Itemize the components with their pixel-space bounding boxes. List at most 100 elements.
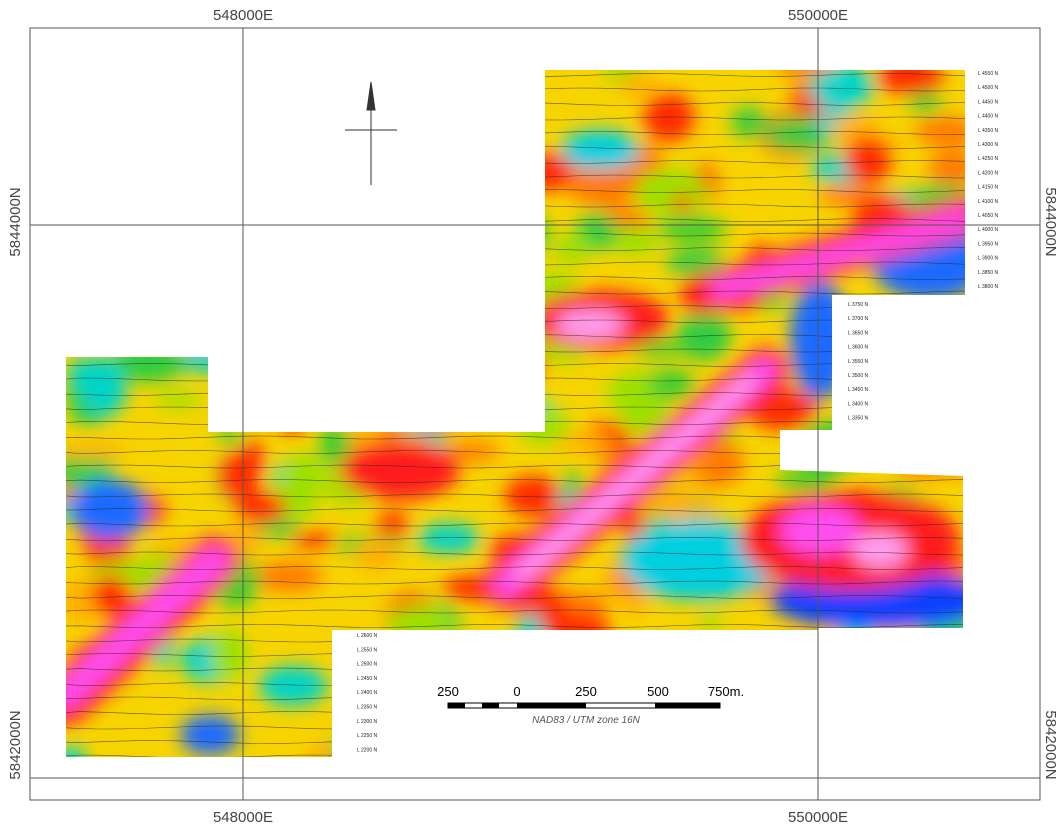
anomaly [370,285,402,325]
anomaly [66,70,86,75]
flight-line [66,493,965,498]
anomaly [731,107,768,138]
easting-label: 548000E [213,809,273,826]
anomaly [387,604,452,646]
line-label: L 4350 N [978,128,998,134]
line-label: L 4250 N [978,156,998,162]
line-label: L 4050 N [978,213,998,219]
line-label: L 4500 N [978,85,998,91]
anomaly [780,636,804,661]
anomaly [435,183,490,221]
anomaly [396,70,440,85]
anomaly [898,409,925,433]
anomaly [692,719,743,757]
flight-line [66,609,965,614]
datum-label: NAD83 / UTM zone 16N [532,715,641,726]
anomaly [647,370,696,399]
line-label: L 3700 N [848,316,868,322]
anomaly [576,726,614,744]
scale-label: 500 [647,684,669,699]
northing-label: 5844000N [7,187,24,256]
anomaly [490,211,550,256]
anomaly [281,453,326,494]
anomaly [852,532,908,568]
anomaly [199,95,235,136]
anomaly [541,677,569,703]
anomaly [873,664,944,712]
anomaly [339,251,365,281]
scale-label: 0 [513,684,520,699]
anomaly [195,194,222,223]
anomaly [706,726,772,750]
anomaly [66,194,102,247]
anomaly [410,718,477,757]
line-label: L 3350 N [848,416,868,422]
anomaly [847,651,891,680]
anomaly [83,232,132,269]
line-label: L 2600 N [357,633,377,639]
anomaly [328,329,360,346]
anomaly [427,143,495,161]
anomaly [778,660,805,706]
line-label: L 4300 N [978,142,998,148]
anomaly [922,448,965,475]
anomaly [562,471,584,493]
anomaly [606,226,661,256]
line-label: L 4400 N [978,114,998,120]
anomaly [354,538,399,572]
easting-label: 550000E [788,7,848,24]
anomaly [504,475,563,517]
anomaly [176,345,236,373]
anomaly [754,725,779,749]
anomaly [911,684,965,719]
anomaly [402,401,430,421]
anomaly [917,664,965,715]
anomaly [543,613,612,654]
line-labels: L 4550 N L 4500 N L 4450 N L 4400 N L 4350 N… [357,71,998,753]
anomaly [83,197,149,249]
anomaly [319,423,351,466]
anomaly [277,391,310,434]
north-arrow [345,81,397,185]
line-label: L 2500 N [357,662,377,668]
flight-line [66,348,965,353]
line-label: L 3950 N [978,241,998,247]
anomaly [275,73,342,106]
anomaly [780,505,860,555]
flight-line [66,624,965,628]
anomaly [781,689,853,731]
anomaly [210,628,250,681]
line-label: L 2450 N [357,676,377,682]
line-label: L 3400 N [848,401,868,407]
anomaly [349,192,372,215]
anomaly [122,213,179,240]
anomaly [117,91,167,112]
anomaly [234,491,287,524]
easting-label: 548000E [213,7,273,24]
anomaly [370,128,400,154]
flight-line [66,508,965,512]
anomaly [315,339,353,390]
line-label: L 4450 N [978,99,998,105]
map-frame [29,27,1041,801]
anomaly [555,310,625,340]
anomaly [258,665,328,707]
anomaly [340,440,460,500]
anomaly [617,73,662,97]
anomaly [863,708,909,755]
anomaly [367,279,425,329]
anomaly [676,736,744,757]
flight-line [66,551,965,556]
anomaly [332,131,375,166]
line-label: L 2550 N [357,647,377,653]
anomaly [677,310,732,361]
anomaly [253,561,324,592]
line-label: L 2400 N [357,690,377,696]
anomaly [459,348,483,386]
anomaly [945,345,965,397]
anomaly-trend [515,375,755,580]
anomaly [568,164,638,207]
anomaly [817,680,878,716]
line-label: L 4100 N [978,199,998,205]
